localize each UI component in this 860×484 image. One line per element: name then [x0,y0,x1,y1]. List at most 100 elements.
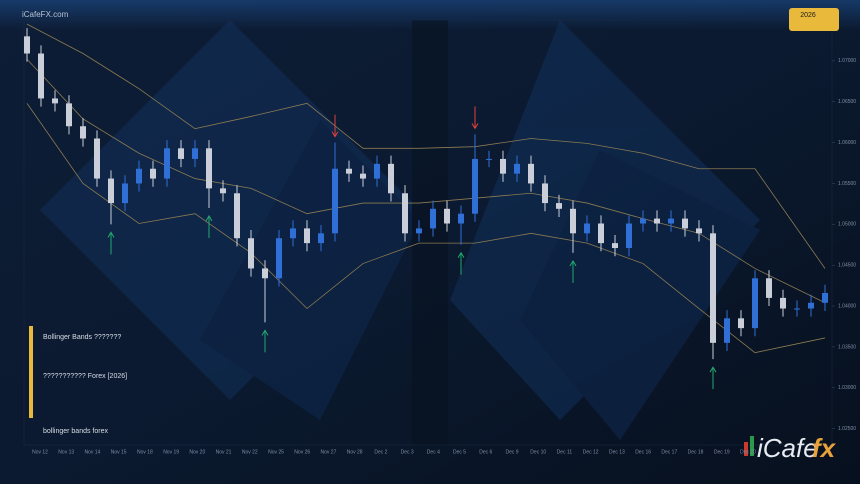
candle-body [766,278,772,298]
bollinger-band [26,23,826,269]
candle-body [542,183,548,204]
arrow-head [457,251,465,259]
signal-arrow [569,259,577,283]
candle-body [472,158,478,214]
candle-body [640,218,646,224]
x-tick-label: Nov 20 [189,449,205,455]
x-tick-label: Dec 13 [609,449,625,455]
diamond [200,120,420,420]
candle-body [500,158,506,174]
candle-body [122,183,128,204]
candle-body [388,163,394,194]
candle-body [794,308,800,310]
candle-body [402,193,408,234]
y-tick-label: 1.07000 [838,58,856,64]
diamond [520,150,760,440]
candle-body [444,208,450,224]
x-tick-label: Dec 17 [661,449,677,455]
arrow-head [471,123,479,130]
candle-body [24,36,30,54]
x-tick-label: Nov 12 [32,449,48,455]
candle-body [626,223,632,249]
signal-arrow [331,114,339,138]
badge-text: 2026 [800,12,816,19]
bollinger-band [26,103,826,354]
candle-body [374,163,380,179]
x-tick-label: Nov 15 [111,449,127,455]
x-tick-label: Nov 13 [58,449,74,455]
signal-arrow [205,215,213,238]
x-tick-label: Dec 19 [714,449,730,455]
x-tick-label: Dec 6 [479,449,492,455]
candle-body [248,238,254,269]
candle-body [276,238,282,279]
candle-body [332,168,338,234]
candle-body [668,218,674,224]
logo-bar [750,436,754,456]
candle-body [822,292,828,303]
plot-frame [23,19,833,446]
plot: 1.02500 1.03000 1.03500 1.04000 1.04500 1.050… [24,23,856,455]
note-bar [29,326,33,418]
x-tick-label: Dec 9 [505,449,518,455]
candle-body [682,218,688,229]
signal-arrow [107,231,115,255]
x-tick-label: Nov 18 [137,449,153,455]
candle-body [808,302,814,309]
candle-body [38,53,44,99]
badge [789,8,839,31]
candle-body [290,228,296,239]
x-tick-label: Nov 14 [85,449,101,455]
candle-body [318,233,324,244]
x-tick-label: Dec 16 [635,449,651,455]
candle-body [654,218,660,224]
x-tick-label: Nov 25 [268,449,284,455]
arrow-head [205,215,213,222]
logo: iCafe fx [744,433,837,463]
candle-body [346,168,352,174]
x-tick-label: Nov 21 [216,449,232,455]
candle-body [136,168,142,184]
y-tick-label: 1.05500 [838,181,856,187]
candle-body [178,148,184,159]
bollinger-band [26,58,826,304]
candle-body [528,163,534,184]
y-tick-label: 1.02500 [838,426,856,432]
candle-body [360,173,366,179]
candle-body [556,203,562,209]
logo-text: iCafe [757,433,818,463]
candle-body [584,223,590,234]
arrow-head [331,131,339,138]
x-tick-label: Dec 4 [427,449,440,455]
signal-arrow [709,366,717,390]
arrow-head [569,259,577,267]
candle-body [262,268,268,279]
candle-body [220,188,226,194]
x-tick-label: Dec 3 [401,449,414,455]
x-tick-label: Dec 18 [688,449,704,455]
candle-body [486,158,492,160]
candle-body [430,208,436,229]
candle-body [416,228,422,234]
candle-body [724,318,730,343]
candle-body [738,318,744,329]
candle-body [598,223,604,244]
candle-body [710,233,716,343]
x-tick-label: Dec 2 [374,449,387,455]
arrow-head [107,231,115,238]
candle-body [514,163,520,174]
y-tick-label: 1.03500 [838,344,856,350]
candle-body [150,168,156,179]
x-tick-label: Dec 12 [583,449,599,455]
x-tick-label: Nov 26 [294,449,310,455]
candle-body [94,138,100,179]
site-name: iCafeFX.com [22,10,69,19]
arrow-head [261,329,269,336]
candle-body [304,228,310,244]
note: ??????????? Forex [2026] [43,373,127,380]
candle-body [52,98,58,104]
candle-body [206,148,212,189]
candle-body [108,178,114,204]
decoration [40,20,760,445]
